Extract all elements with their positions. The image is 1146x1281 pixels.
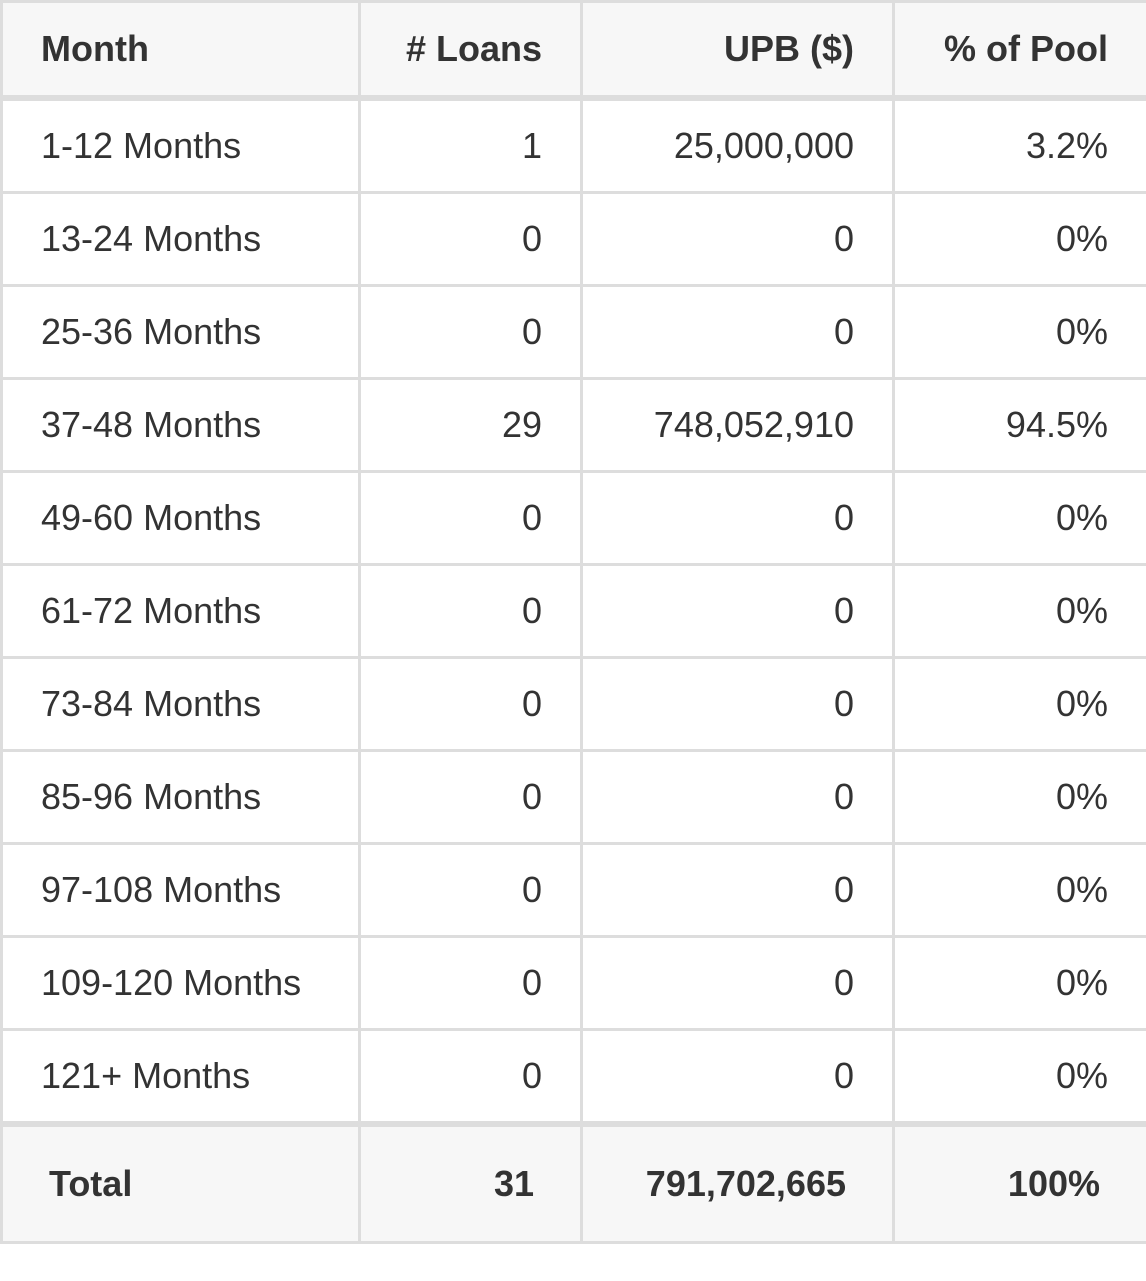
cell-loans: 0: [358, 470, 583, 566]
cell-loans: 29: [358, 377, 583, 473]
table-header: Month # Loans UPB ($) % of Pool: [0, 0, 1146, 101]
cell-upb: 0: [580, 656, 895, 752]
cell-month: 109-120 Months: [0, 935, 361, 1031]
cell-loans: 0: [358, 563, 583, 659]
cell-pct: 0%: [892, 470, 1146, 566]
table-row: 109-120 Months 0 0 0%: [0, 935, 1146, 1031]
cell-loans: 0: [358, 1028, 583, 1126]
cell-month: 37-48 Months: [0, 377, 361, 473]
table-row: 85-96 Months 0 0 0%: [0, 749, 1146, 845]
cell-month: 97-108 Months: [0, 842, 361, 938]
cell-pct: 0%: [892, 656, 1146, 752]
table-row: 121+ Months 0 0 0%: [0, 1028, 1146, 1126]
table-row: 61-72 Months 0 0 0%: [0, 563, 1146, 659]
table-row: 13-24 Months 0 0 0%: [0, 191, 1146, 287]
cell-upb: 0: [580, 563, 895, 659]
cell-upb: 0: [580, 1028, 895, 1126]
cell-month: 49-60 Months: [0, 470, 361, 566]
cell-month: 61-72 Months: [0, 563, 361, 659]
cell-loans: 0: [358, 842, 583, 938]
loan-seasoning-table: Month # Loans UPB ($) % of Pool 1-12 Mon…: [0, 0, 1146, 1244]
cell-pct: 3.2%: [892, 96, 1146, 194]
cell-pct: 94.5%: [892, 377, 1146, 473]
cell-month: 121+ Months: [0, 1028, 361, 1126]
total-pct: 100%: [892, 1121, 1146, 1244]
table-row: 49-60 Months 0 0 0%: [0, 470, 1146, 566]
header-row: Month # Loans UPB ($) % of Pool: [0, 0, 1146, 101]
cell-month: 1-12 Months: [0, 96, 361, 194]
cell-pct: 0%: [892, 284, 1146, 380]
column-header-month: Month: [0, 0, 361, 101]
total-row: Total 31 791,702,665 100%: [0, 1121, 1146, 1244]
cell-loans: 0: [358, 935, 583, 1031]
cell-upb: 0: [580, 284, 895, 380]
table-row: 1-12 Months 1 25,000,000 3.2%: [0, 96, 1146, 194]
cell-upb: 748,052,910: [580, 377, 895, 473]
table-footer: Total 31 791,702,665 100%: [0, 1121, 1146, 1244]
cell-month: 13-24 Months: [0, 191, 361, 287]
table-row: 97-108 Months 0 0 0%: [0, 842, 1146, 938]
total-label: Total: [0, 1121, 361, 1244]
total-loans: 31: [358, 1121, 583, 1244]
cell-loans: 0: [358, 191, 583, 287]
cell-pct: 0%: [892, 563, 1146, 659]
cell-loans: 0: [358, 749, 583, 845]
table-row: 37-48 Months 29 748,052,910 94.5%: [0, 377, 1146, 473]
cell-month: 73-84 Months: [0, 656, 361, 752]
cell-upb: 0: [580, 191, 895, 287]
cell-upb: 0: [580, 749, 895, 845]
cell-pct: 0%: [892, 842, 1146, 938]
cell-upb: 0: [580, 935, 895, 1031]
cell-month: 25-36 Months: [0, 284, 361, 380]
column-header-loans: # Loans: [358, 0, 583, 101]
cell-loans: 0: [358, 656, 583, 752]
cell-upb: 0: [580, 470, 895, 566]
table-row: 25-36 Months 0 0 0%: [0, 284, 1146, 380]
cell-pct: 0%: [892, 191, 1146, 287]
cell-month: 85-96 Months: [0, 749, 361, 845]
table-row: 73-84 Months 0 0 0%: [0, 656, 1146, 752]
cell-loans: 1: [358, 96, 583, 194]
column-header-upb: UPB ($): [580, 0, 895, 101]
total-upb: 791,702,665: [580, 1121, 895, 1244]
cell-pct: 0%: [892, 935, 1146, 1031]
column-header-pct-of-pool: % of Pool: [892, 0, 1146, 101]
cell-pct: 0%: [892, 749, 1146, 845]
cell-pct: 0%: [892, 1028, 1146, 1126]
cell-upb: 0: [580, 842, 895, 938]
cell-loans: 0: [358, 284, 583, 380]
cell-upb: 25,000,000: [580, 96, 895, 194]
table-body: 1-12 Months 1 25,000,000 3.2% 13-24 Mont…: [0, 96, 1146, 1126]
